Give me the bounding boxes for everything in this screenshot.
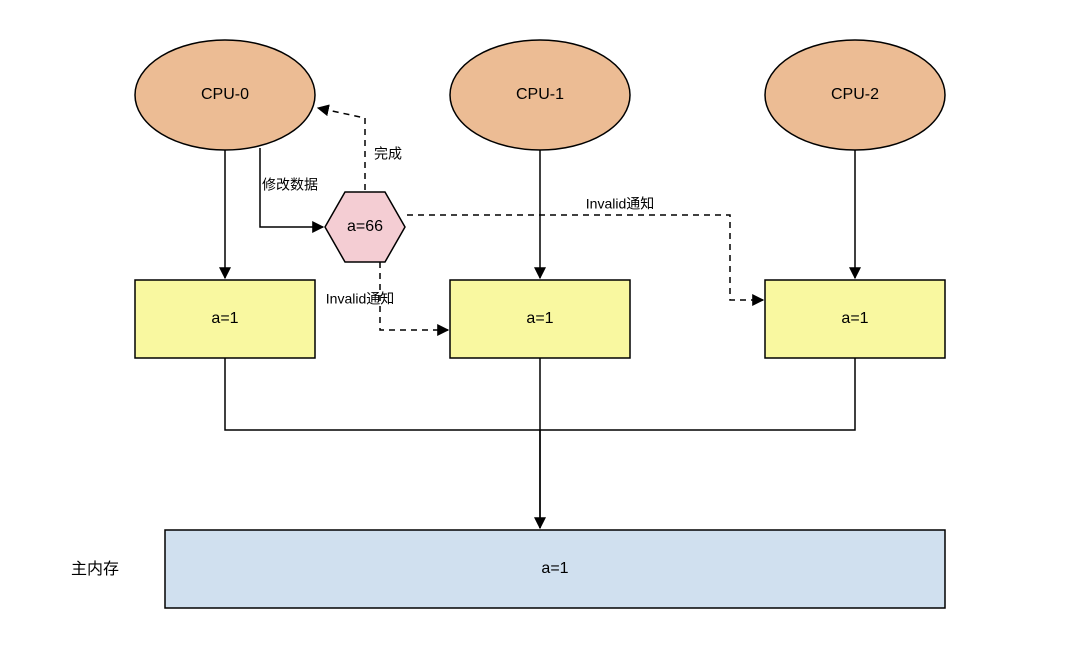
- diagram-canvas: CPU-0 CPU-1 CPU-2 a=1 a=1 a=1 a=66 a=1 主…: [0, 0, 1080, 656]
- edge-hex-cpu0-label: 完成: [374, 146, 402, 162]
- cache-1-label: a=1: [526, 310, 553, 327]
- cache-2-label: a=1: [841, 310, 868, 327]
- hex-label: a=66: [347, 218, 383, 235]
- cpu-1-node: CPU-1: [450, 40, 630, 150]
- cpu-1-label: CPU-1: [516, 86, 564, 103]
- cpu-0-label: CPU-0: [201, 86, 249, 103]
- cpu-0-node: CPU-0: [135, 40, 315, 150]
- main-memory-side-label: 主内存: [71, 560, 119, 578]
- cache-0-label: a=1: [211, 310, 238, 327]
- memory-node: a=1: [165, 530, 945, 608]
- cache-1-node: a=1: [450, 280, 630, 358]
- edge-cpu0-hex-label: 修改数据: [262, 177, 318, 193]
- cache-2-node: a=1: [765, 280, 945, 358]
- hex-node: a=66: [325, 192, 405, 262]
- edge-hex-cache2-label: Invalid通知: [586, 196, 654, 212]
- cpu-2-node: CPU-2: [765, 40, 945, 150]
- edge-hex-cpu0: [318, 108, 365, 190]
- cpu-2-label: CPU-2: [831, 86, 879, 103]
- edge-hex-cache1-label: Invalid通知: [326, 291, 394, 307]
- memory-label: a=1: [541, 560, 568, 577]
- cache-0-node: a=1: [135, 280, 315, 358]
